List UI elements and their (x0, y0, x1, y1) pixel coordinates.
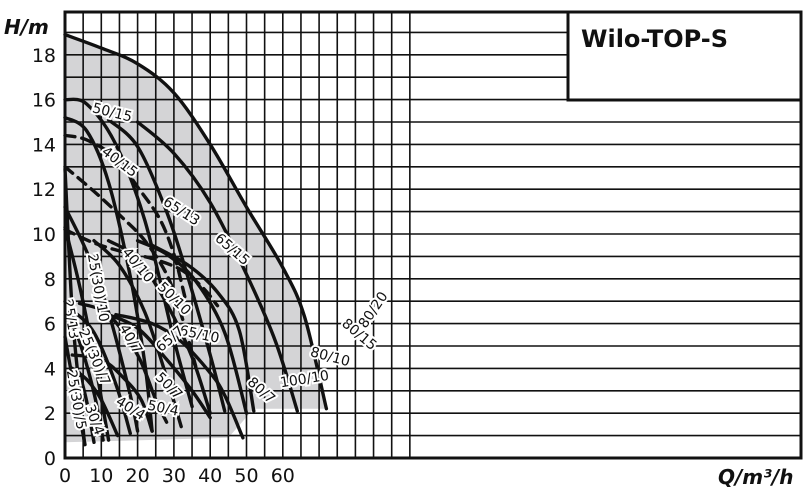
tick-label-layer: 0 10 20 30 40 50 60 0 2 4 6 8 10 12 14 16 18 (32, 45, 295, 487)
y-axis-label: H/m (4, 15, 49, 39)
curve-80-7 (114, 312, 245, 440)
curve-25-13 (63, 167, 87, 447)
y-tick-label: 14 (32, 134, 56, 156)
chart-title: Wilo-TOP-S (581, 25, 728, 53)
curve-50-10 (92, 239, 183, 429)
curve-40-4 (70, 366, 120, 438)
y-tick-label: 16 (32, 90, 56, 112)
curve-50-7 (77, 301, 169, 424)
title-box (566, 10, 803, 102)
curve-50-15 (63, 97, 194, 409)
curve-25-30-5 (63, 335, 87, 447)
curve-80-15 (135, 120, 299, 413)
curve-label-text: 50/4 (146, 398, 180, 420)
x-tick-label: 40 (198, 465, 222, 487)
curve-50-4 (70, 353, 154, 433)
x-tick-label: 50 (234, 465, 258, 487)
curve-65-7 (106, 312, 212, 420)
curve-layer (63, 32, 329, 447)
curve-label-text: 100/10 (279, 368, 330, 392)
curve-65-13 (63, 165, 198, 368)
curve-100-10 (150, 243, 256, 413)
curve-65-10 (106, 239, 212, 415)
y-tick-label: 4 (44, 358, 56, 380)
y-tick-label: 0 (44, 448, 56, 470)
y-tick-label: 18 (32, 45, 56, 67)
curve-30-4 (77, 371, 96, 444)
x-tick-label: 0 (59, 465, 71, 487)
curve-25-30-10 (63, 225, 111, 442)
y-tick-label: 8 (44, 269, 56, 291)
x-tick-label: 60 (271, 465, 295, 487)
plot-frame (63, 10, 803, 460)
curve-dashed-10 (63, 227, 220, 308)
y-tick-label: 10 (32, 224, 56, 246)
curve-40-7 (70, 308, 132, 436)
curve-80-20 (63, 32, 329, 411)
x-tick-label: 10 (89, 465, 113, 487)
curve-dashed-15 (63, 133, 187, 299)
y-tick-label: 12 (32, 179, 56, 201)
curve-65-15 (106, 118, 227, 413)
curve-25-30-7 (63, 304, 105, 442)
x-axis-label: Q/m³/h (718, 465, 793, 489)
y-tick-label: 2 (44, 403, 56, 425)
x-tick-label: 20 (126, 465, 150, 487)
x-tick-label: 30 (162, 465, 186, 487)
y-tick-label: 6 (44, 314, 56, 336)
